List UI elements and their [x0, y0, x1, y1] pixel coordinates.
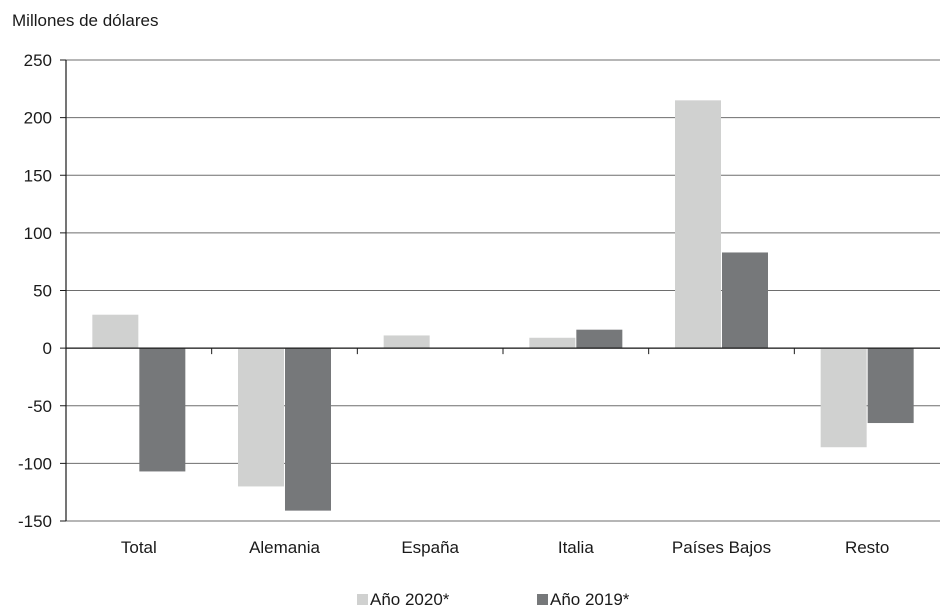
bar — [529, 337, 576, 349]
x-tick-labels: Total Alemania España Italia Países Bajos Res… — [121, 538, 890, 557]
y-tick-label: 0 — [43, 339, 52, 358]
gridlines — [66, 59, 940, 522]
legend-label: Año 2019* — [550, 590, 630, 609]
y-tick-label: -150 — [18, 512, 52, 531]
legend-swatch — [357, 594, 368, 605]
y-tick-labels: 250 200 150 100 50 0 -50 -100 -150 — [18, 51, 52, 531]
y-tick-label: 200 — [24, 109, 52, 128]
y-tick-label: -100 — [18, 454, 52, 473]
x-tick-label: Total — [121, 538, 157, 557]
y-tick-label: 150 — [24, 166, 52, 185]
bar — [139, 348, 186, 472]
y-axis-label: Millones de dólares — [12, 11, 158, 30]
bar — [820, 348, 867, 448]
bars — [92, 100, 914, 511]
bar — [383, 335, 430, 349]
legend-swatch — [537, 594, 548, 605]
bar — [285, 348, 331, 511]
y-tick-label: 50 — [33, 282, 52, 301]
y-tick-label: -50 — [27, 397, 52, 416]
x-tick-label: Italia — [558, 538, 594, 557]
y-tick-label: 100 — [24, 224, 52, 243]
bar — [867, 348, 914, 424]
y-tick-label: 250 — [24, 51, 52, 70]
legend: Año 2020* Año 2019* — [357, 590, 630, 609]
bar — [238, 348, 284, 487]
x-tick-label: Países Bajos — [672, 538, 771, 557]
axes — [60, 59, 940, 522]
bar — [675, 100, 721, 349]
x-tick-label: España — [401, 538, 459, 557]
legend-label: Año 2020* — [370, 590, 450, 609]
x-tick-label: Alemania — [249, 538, 320, 557]
bar — [722, 252, 768, 349]
bar — [92, 314, 139, 349]
bar — [576, 329, 623, 349]
x-tick-label: Resto — [845, 538, 889, 557]
